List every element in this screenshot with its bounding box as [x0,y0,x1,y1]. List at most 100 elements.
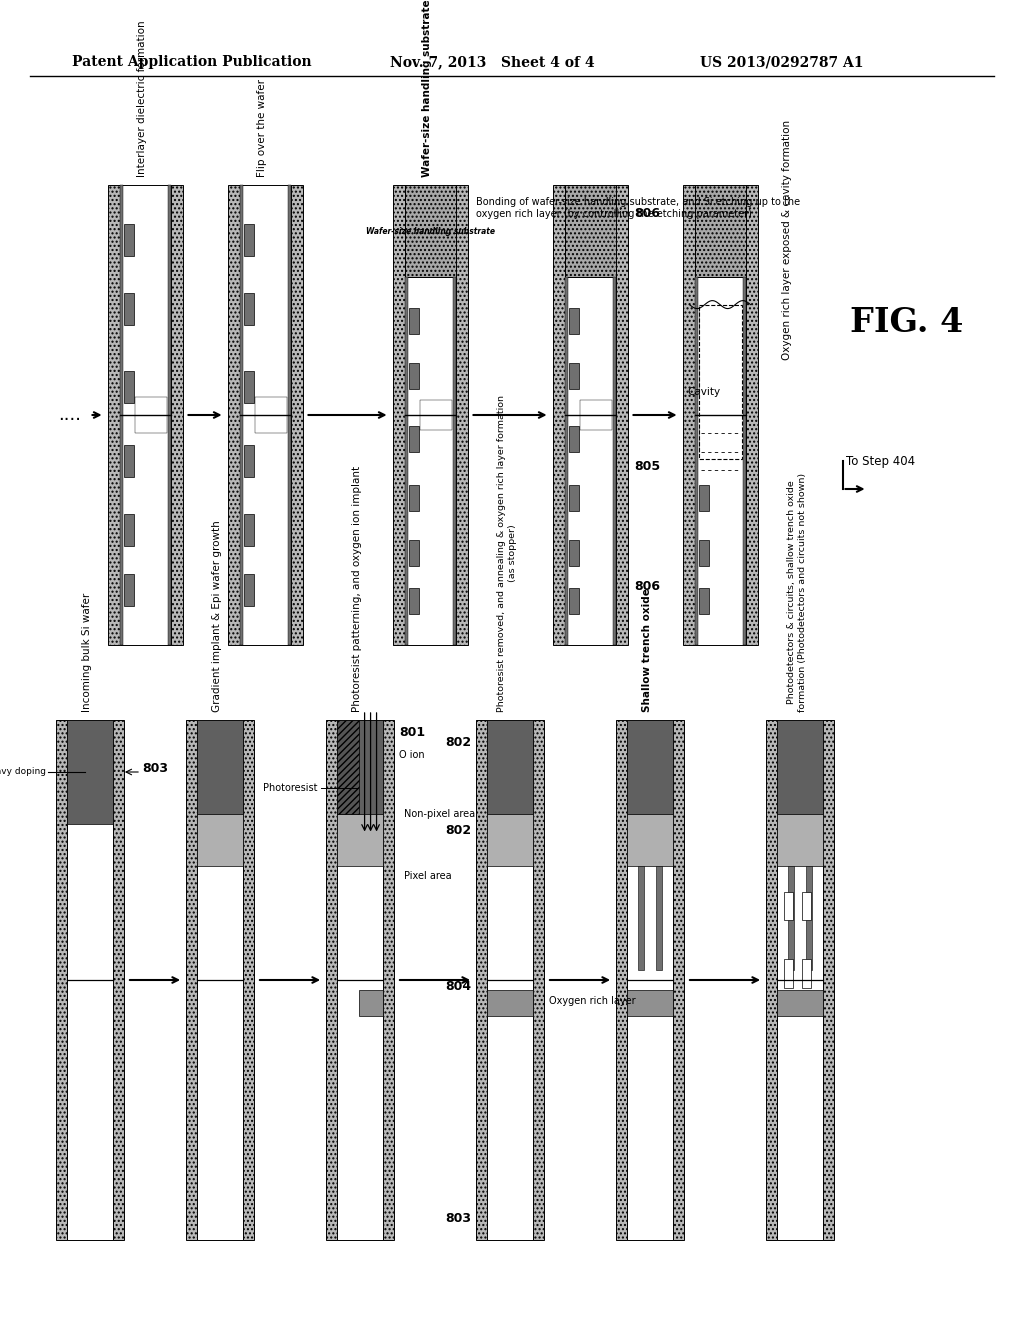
Bar [698,309,709,334]
Bar [698,305,741,459]
Bar [409,587,419,614]
Text: 803: 803 [142,762,168,775]
Bar [134,396,167,433]
Bar [802,960,811,987]
Bar [568,426,579,451]
Text: Gradient implant & Epi wafer growth: Gradient implant & Epi wafer growth [212,520,222,711]
Bar [564,277,615,645]
Bar [392,185,404,645]
Bar [404,277,408,645]
Bar [627,719,673,1239]
Bar [337,719,359,813]
Bar [568,587,579,614]
Bar [67,719,113,1239]
Bar [171,185,182,645]
Text: 804: 804 [444,981,471,994]
Bar [487,719,534,1239]
Bar [568,309,579,334]
Bar [255,396,287,433]
Bar [359,990,383,1016]
Bar [197,719,243,813]
Bar [244,445,254,477]
Bar [534,719,544,1239]
Bar [409,484,419,511]
Bar [243,719,254,1239]
Text: Photoresist patterning, and oxygen ion implant: Photoresist patterning, and oxygen ion i… [352,466,362,711]
Bar [777,719,823,813]
Text: 805: 805 [635,461,660,473]
Bar [120,185,171,645]
Bar [627,990,673,1016]
Bar [698,426,709,451]
Bar [108,185,120,645]
Bar [564,185,615,277]
Bar [326,719,337,1239]
Bar [197,719,243,1239]
Text: Photoresist: Photoresist [263,783,318,792]
Bar [673,719,684,1239]
Text: Incoming bulk Si wafer: Incoming bulk Si wafer [82,593,92,711]
Text: To Step 404: To Step 404 [846,454,914,467]
Bar [197,813,243,866]
Bar [120,185,123,645]
Text: 802: 802 [444,737,471,748]
Bar [409,426,419,451]
Bar [168,185,171,645]
Bar [777,990,823,1016]
Text: Flip over the wafer: Flip over the wafer [257,79,267,177]
Bar [627,813,673,866]
Text: — Epi wafer with heavy doping: — Epi wafer with heavy doping [0,767,46,776]
Text: Photoresist removed, and annealing & oxygen rich layer formation
(as stopper): Photoresist removed, and annealing & oxy… [498,395,517,711]
Bar [568,363,579,389]
Bar [383,719,394,1239]
Bar [766,719,777,1239]
Bar [186,719,197,1239]
Bar [568,540,579,566]
Bar [694,277,745,645]
Text: Non-pixel area: Non-pixel area [404,809,475,818]
Bar [113,719,124,1239]
Bar [67,719,113,824]
Bar [409,309,419,334]
Bar [453,277,456,645]
Bar [553,185,564,645]
Bar [291,185,302,645]
Bar [404,185,456,277]
Bar [745,185,758,645]
Bar [244,293,254,325]
Text: Wafer-size handling substrate: Wafer-size handling substrate [366,227,495,235]
Text: US 2013/0292787 A1: US 2013/0292787 A1 [700,55,863,69]
Text: Shallow trench oxide: Shallow trench oxide [642,589,652,711]
Bar [694,185,745,277]
Bar [409,363,419,389]
Bar [698,587,709,614]
Bar [802,891,811,920]
Bar [124,445,133,477]
Bar [288,185,291,645]
Bar [694,277,697,645]
Bar [56,719,67,1239]
Text: Interlayer dielectric formation: Interlayer dielectric formation [137,20,147,177]
Text: 806: 806 [635,579,660,593]
Bar [337,719,383,1239]
Bar [806,866,812,970]
Bar [777,719,823,1239]
Bar [568,484,579,511]
Bar [409,540,419,566]
Bar [240,185,243,645]
Bar [404,277,456,645]
Text: Nov. 7, 2013   Sheet 4 of 4: Nov. 7, 2013 Sheet 4 of 4 [390,55,595,69]
Bar [124,293,133,325]
Bar [564,277,567,645]
Text: 802: 802 [444,825,471,837]
Text: Bonding of wafer-size handling substrate, and Si etching up to the
oxygen rich l: Bonding of wafer-size handling substrate… [475,197,800,219]
Bar [580,400,611,430]
Bar [456,185,468,645]
Bar [227,185,240,645]
Bar [337,719,383,813]
Text: 803: 803 [445,1212,471,1225]
Text: ....: .... [58,407,81,424]
Bar [784,891,793,920]
Bar [244,224,254,256]
Bar [615,185,628,645]
